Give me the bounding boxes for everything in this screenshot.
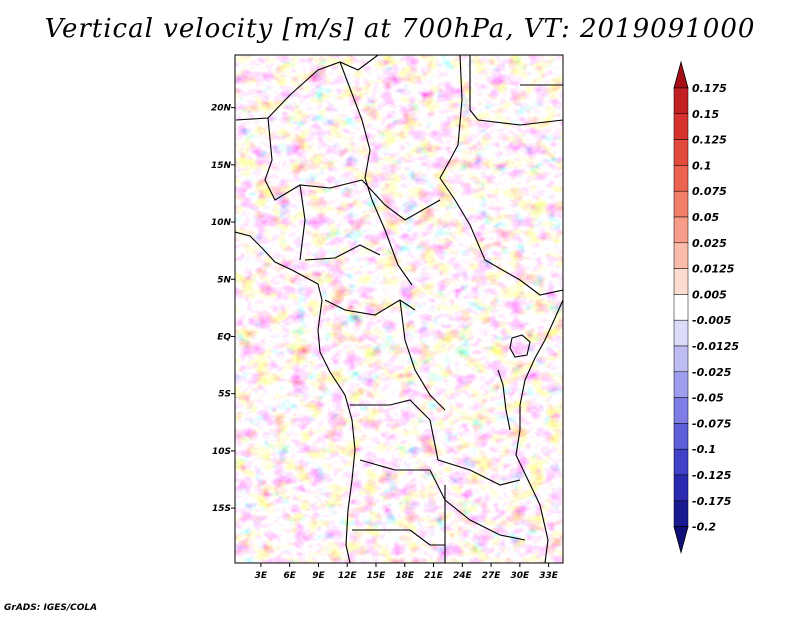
map-frame [234, 54, 564, 564]
colorbar-segment [673, 139, 689, 166]
colorbar: 0.175 0.15 0.125 0.1 0.075 0.05 0.025 0.0125 0.0… [673, 60, 739, 555]
lake-tanganyika [497, 369, 511, 431]
country-borders [235, 55, 563, 563]
y-tick-label: 5S [218, 390, 231, 400]
colorbar-bottom-triangle [673, 526, 689, 555]
y-tick-label: 15N [211, 161, 232, 171]
border-lines [235, 55, 563, 563]
y-tick-label: 5N [217, 275, 231, 285]
x-tick-label: 18E [395, 571, 415, 581]
lake-victoria [509, 334, 531, 358]
colorbar-label: 0.025 [692, 237, 727, 250]
colorbar-label: -0.005 [692, 314, 732, 327]
colorbar-segment [673, 319, 689, 347]
colorbar-segment [673, 500, 689, 527]
colorbar-top-triangle [673, 60, 689, 89]
colorbar-label: -0.2 [692, 521, 716, 534]
colorbar-segment [673, 294, 689, 321]
map-area [234, 54, 564, 564]
x-tick-label: 12E [338, 571, 358, 581]
x-tick-label: 21E [424, 571, 444, 581]
colorbar-segment [673, 165, 689, 192]
colorbar-label: 0.1 [692, 159, 712, 172]
colorbar-label: 0.15 [692, 108, 719, 121]
colorbar-label: -0.125 [692, 469, 732, 482]
colorbar-segment [673, 87, 689, 115]
colorbar-label: -0.0125 [692, 340, 739, 353]
colorbar-segment [673, 448, 689, 476]
x-tick-label: 30E [510, 571, 530, 581]
colorbar-label: 0.125 [692, 134, 727, 147]
colorbar-segment [673, 216, 689, 244]
x-tick-label: 9E [312, 571, 325, 581]
x-axis: 3E 6E 9E 12E 15E 18E 21E 24E 27E 30E 33E [255, 563, 559, 581]
colorbar-label: -0.025 [692, 366, 732, 379]
credit-label: GrADS: IGES/COLA [4, 603, 98, 613]
coastline-west-africa [235, 231, 356, 563]
y-tick-label: 10N [211, 218, 232, 228]
x-tick-label: 3E [255, 571, 268, 581]
colorbar-segment [673, 423, 689, 450]
colorbar-label: -0.05 [692, 392, 724, 405]
colorbar-segment [673, 268, 689, 295]
x-tick-label: 15E [367, 571, 387, 581]
coastline-east-africa [515, 299, 563, 563]
colorbar-label: 0.005 [692, 288, 727, 301]
colorbar-segment [673, 397, 689, 424]
colorbar-label: -0.075 [692, 417, 732, 430]
velocity-field [235, 55, 563, 563]
y-tick-label: 15S [212, 504, 231, 514]
y-tick-label: 20N [211, 104, 232, 114]
colorbar-label: 0.075 [692, 185, 727, 198]
y-axis: 20N 15N 10N 5N EQ 5S 10S 15S [211, 104, 235, 514]
colorbar-label: 0.0125 [692, 263, 735, 276]
chart-title: Vertical velocity [m/s] at 700hPa, VT: 2… [44, 14, 756, 44]
colorbar-segment [673, 190, 689, 218]
colorbar-label: -0.175 [692, 495, 732, 508]
colorbar-segment [673, 474, 689, 502]
y-tick-label: EQ [217, 332, 231, 342]
colorbar-segment [673, 371, 689, 398]
colorbar-segment [673, 345, 689, 373]
x-tick-label: 24E [453, 571, 473, 581]
colorbar-segment [673, 113, 689, 140]
x-tick-label: 33E [539, 571, 559, 581]
x-tick-label: 27E [482, 571, 502, 581]
colorbar-label: -0.1 [692, 443, 716, 456]
colorbar-label: 0.05 [692, 211, 719, 224]
colorbar-segment [673, 242, 689, 269]
colorbar-label: 0.175 [692, 82, 727, 95]
y-tick-label: 10S [212, 447, 231, 457]
x-tick-label: 6E [283, 571, 296, 581]
